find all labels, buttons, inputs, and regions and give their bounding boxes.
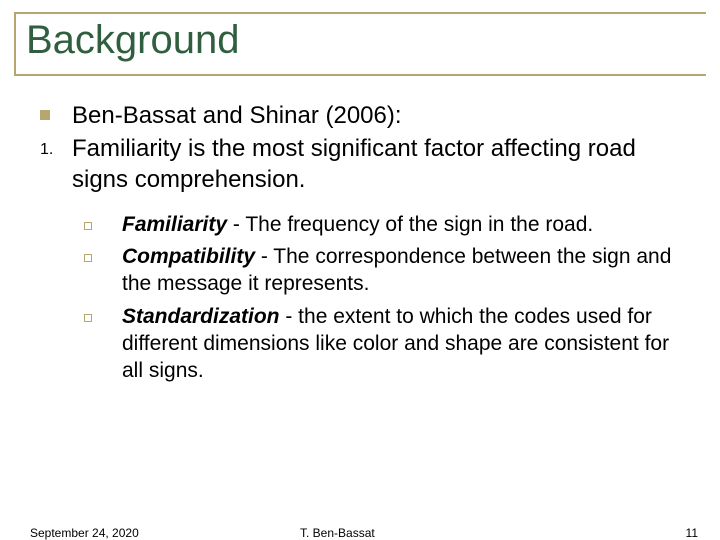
numbered-text: Familiarity is the most significant fact… xyxy=(72,133,690,195)
sub-text: Familiarity - The frequency of the sign … xyxy=(122,212,682,239)
hollow-square-icon xyxy=(84,314,92,322)
bullet-text: Ben-Bassat and Shinar (2006): xyxy=(72,100,402,131)
footer-page: 11 xyxy=(686,526,698,540)
sub-item: Familiarity - The frequency of the sign … xyxy=(84,212,690,239)
sub-text: Compatibility - The correspondence betwe… xyxy=(122,244,682,298)
sub-item: Compatibility - The correspondence betwe… xyxy=(84,244,690,298)
slide-title: Background xyxy=(26,18,239,63)
square-bullet-icon xyxy=(40,110,50,120)
content-area: Ben-Bassat and Shinar (2006): 1. Familia… xyxy=(40,100,690,391)
bullet-item: Ben-Bassat and Shinar (2006): xyxy=(40,100,690,131)
title-rule-left xyxy=(14,12,16,74)
number-marker: 1. xyxy=(40,141,72,159)
footer-date: September 24, 2020 xyxy=(30,526,139,540)
hollow-square-icon xyxy=(84,222,92,230)
term: Standardization xyxy=(122,305,280,328)
term: Familiarity xyxy=(122,213,227,236)
numbered-item: 1. Familiarity is the most significant f… xyxy=(40,133,690,195)
term: Compatibility xyxy=(122,245,255,268)
footer-author: T. Ben-Bassat xyxy=(300,526,375,540)
definition: - The frequency of the sign in the road. xyxy=(227,213,593,236)
sub-text: Standardization - the extent to which th… xyxy=(122,304,682,385)
sub-item: Standardization - the extent to which th… xyxy=(84,304,690,385)
title-rule-bottom xyxy=(14,74,706,76)
hollow-square-icon xyxy=(84,254,92,262)
title-rule-top xyxy=(14,12,706,14)
